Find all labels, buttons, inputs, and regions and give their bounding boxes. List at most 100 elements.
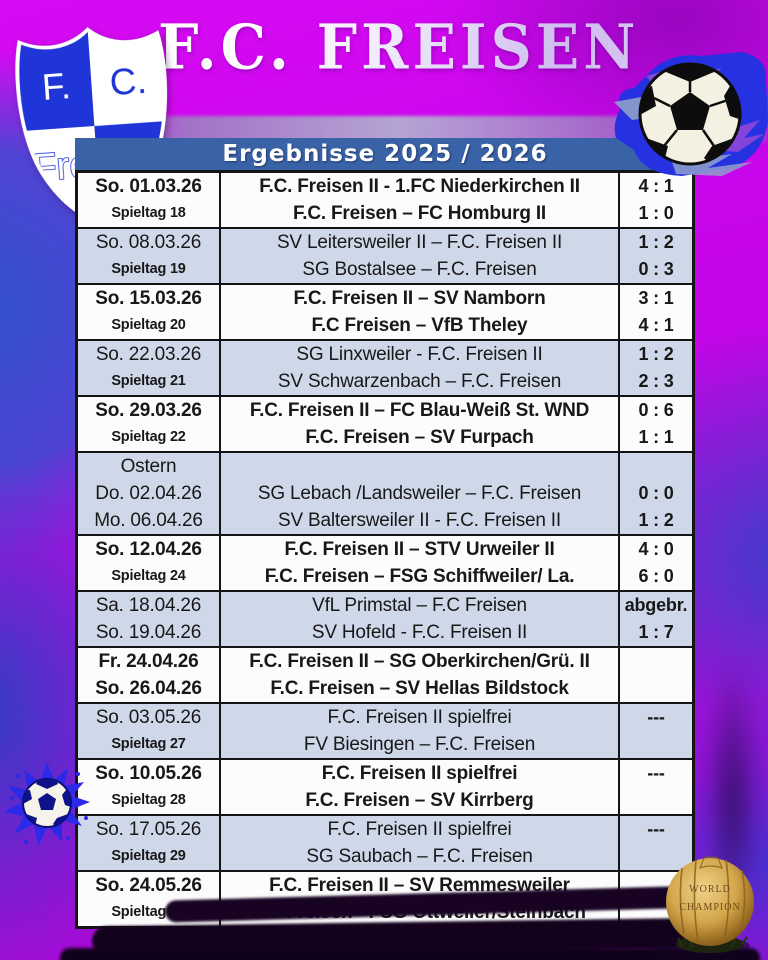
table-row-group: So. 10.05.26 F.C. Freisen II spielfrei ---…	[78, 758, 692, 814]
date-cell: Mo. 06.04.26	[78, 507, 221, 534]
grass	[677, 936, 748, 949]
score-cell: 4 : 1	[638, 176, 674, 196]
result-line: Ostern	[78, 453, 692, 480]
fixture-cell: F.C. Freisen II spielfrei	[221, 816, 620, 843]
vintage-ball-caption-1: WORLD	[689, 884, 731, 895]
fixture-cell: F.C. Freisen – FSG Schiffweiler/ La.	[221, 563, 620, 590]
score-cell: 1 : 0	[638, 203, 674, 223]
fixture-cell: SG Bostalsee – F.C. Freisen	[221, 256, 620, 283]
result-line: So. 22.03.26 SG Linxweiler - F.C. Freisen…	[78, 341, 692, 368]
result-line: Spieltag 24 F.C. Freisen – FSG Schiffweil…	[78, 563, 692, 590]
fixture-cell: F.C. Freisen – SV Furpach	[221, 424, 620, 451]
date-cell: Spieltag 18	[78, 200, 221, 227]
score-cell	[620, 453, 692, 480]
date-cell: Spieltag 19	[78, 256, 221, 283]
fixture-cell: F.C. Freisen II spielfrei	[221, 760, 620, 787]
fixture-cell: F.C. Freisen II – STV Urweiler II	[221, 536, 620, 563]
date-cell: So. 15.03.26	[78, 285, 221, 312]
table-row-group: So. 01.03.26 F.C. Freisen II - 1.FC Niede…	[78, 173, 692, 227]
result-line: Spieltag 28 F.C. Freisen – SV Kirrberg	[78, 787, 692, 814]
score-cell	[620, 731, 692, 758]
date-cell: Spieltag 22	[78, 424, 221, 451]
page-title: F.C. FREISEN	[158, 11, 718, 83]
result-line: So. 29.03.26 F.C. Freisen II – FC Blau-We…	[78, 397, 692, 424]
result-line: Sa. 18.04.26 VfL Primstal – F.C Freisen ab…	[78, 592, 692, 619]
table-row-group: So. 17.05.26 F.C. Freisen II spielfrei ---…	[78, 814, 692, 870]
fixture-cell: SG Lebach /Landsweiler – F.C. Freisen	[221, 480, 620, 507]
fixture-cell: F.C. Freisen – FC Homburg II	[221, 200, 620, 227]
score-cell	[620, 675, 692, 702]
table-row-group: So. 22.03.26 SG Linxweiler - F.C. Freisen…	[78, 339, 692, 395]
crest-initial-left: F.	[41, 65, 72, 108]
score-cell: 4 : 1	[638, 315, 674, 335]
crest-initial-right: C.	[108, 60, 148, 103]
score-cell: 6 : 0	[638, 566, 674, 586]
date-cell: So. 01.03.26	[78, 173, 221, 200]
score-cell: ---	[647, 763, 665, 783]
date-cell: So. 24.05.26	[78, 872, 221, 899]
score-cell	[620, 787, 692, 814]
result-line: Spieltag 19 SG Bostalsee – F.C. Freisen 0 …	[78, 256, 692, 283]
fixture-cell: SV Hofeld - F.C. Freisen II	[221, 619, 620, 646]
result-line: Spieltag 18 F.C. Freisen – FC Homburg II 1…	[78, 200, 692, 227]
score-cell: 1 : 7	[638, 622, 674, 642]
date-cell: Sa. 18.04.26	[78, 592, 221, 619]
score-cell: 0 : 3	[638, 259, 674, 279]
season-results-header: Ergebnisse 2025 / 2026	[75, 138, 695, 170]
score-cell: 1 : 2	[638, 344, 674, 364]
fixture-cell	[221, 453, 620, 480]
result-line: So. 26.04.26 F.C. Freisen – SV Hellas Bil…	[78, 675, 692, 702]
fixture-cell: SV Schwarzenbach – F.C. Freisen	[221, 368, 620, 395]
fixture-cell: F.C. Freisen II - 1.FC Niederkirchen II	[221, 173, 620, 200]
table-row-group: So. 29.03.26 F.C. Freisen II – FC Blau-We…	[78, 395, 692, 451]
date-cell: Spieltag 28	[78, 787, 221, 814]
result-line: So. 15.03.26 F.C. Freisen II – SV Namborn…	[78, 285, 692, 312]
score-cell: 2 : 3	[638, 371, 674, 391]
score-cell: 0 : 0	[638, 483, 674, 503]
fixture-cell: F.C. Freisen II – FC Blau-Weiß St. WND	[221, 397, 620, 424]
table-row-group: Fr. 24.04.26 F.C. Freisen II – SG Oberkir…	[78, 646, 692, 702]
fixture-cell: FV Biesingen – F.C. Freisen	[221, 731, 620, 758]
fixture-cell: F.C. Freisen II – SV Namborn	[221, 285, 620, 312]
table-row-group: Sa. 18.04.26 VfL Primstal – F.C Freisen ab…	[78, 590, 692, 646]
fixture-cell: SG Linxweiler - F.C. Freisen II	[221, 341, 620, 368]
date-cell: So. 26.04.26	[78, 675, 221, 702]
date-cell: Fr. 24.04.26	[78, 648, 221, 675]
score-cell: ---	[647, 819, 665, 839]
vintage-ball-caption-2: CHAMPION	[679, 902, 740, 913]
results-table-body: So. 01.03.26 F.C. Freisen II - 1.FC Niede…	[75, 170, 695, 929]
score-cell: 1 : 1	[638, 427, 674, 447]
date-cell: Spieltag 24	[78, 563, 221, 590]
fixture-cell: F.C. Freisen – SV Hellas Bildstock	[221, 675, 620, 702]
date-cell: So. 29.03.26	[78, 397, 221, 424]
table-row-group: So. 03.05.26 F.C. Freisen II spielfrei ---…	[78, 702, 692, 758]
soccer-ball-icon	[638, 62, 742, 166]
score-cell: ---	[647, 707, 665, 727]
date-cell: So. 22.03.26	[78, 341, 221, 368]
score-cell: 4 : 0	[638, 539, 674, 559]
score-cell	[620, 648, 692, 675]
result-line: Fr. 24.04.26 F.C. Freisen II – SG Oberkir…	[78, 648, 692, 675]
date-cell: Spieltag 21	[78, 368, 221, 395]
fixture-cell: SG Saubach – F.C. Freisen	[221, 843, 620, 870]
result-line: So. 08.03.26 SV Leitersweiler II – F.C. F…	[78, 229, 692, 256]
fixture-cell: F.C Freisen – VfB Theley	[221, 312, 620, 339]
date-cell: So. 10.05.26	[78, 760, 221, 787]
table-row-group: So. 15.03.26 F.C. Freisen II – SV Namborn…	[78, 283, 692, 339]
result-line: Do. 02.04.26 SG Lebach /Landsweiler – F.C…	[78, 480, 692, 507]
fixture-cell: F.C. Freisen II spielfrei	[221, 704, 620, 731]
result-line: Spieltag 29 SG Saubach – F.C. Freisen	[78, 843, 692, 870]
result-line: Spieltag 20 F.C Freisen – VfB Theley 4 : 1	[78, 312, 692, 339]
result-line: So. 19.04.26 SV Hofeld - F.C. Freisen II 1…	[78, 619, 692, 646]
result-line: So. 12.04.26 F.C. Freisen II – STV Urweil…	[78, 536, 692, 563]
date-cell: Spieltag 20	[78, 312, 221, 339]
date-cell: So. 08.03.26	[78, 229, 221, 256]
fixture-cell: F.C. Freisen II – SG Oberkirchen/Grü. II	[221, 648, 620, 675]
date-cell: Ostern	[78, 453, 221, 480]
date-cell: Do. 02.04.26	[78, 480, 221, 507]
result-line: Spieltag 22 F.C. Freisen – SV Furpach 1 : …	[78, 424, 692, 451]
brush-stroke	[60, 948, 760, 960]
table-row-group: So. 12.04.26 F.C. Freisen II – STV Urweil…	[78, 534, 692, 590]
date-cell: Spieltag 27	[78, 731, 221, 758]
